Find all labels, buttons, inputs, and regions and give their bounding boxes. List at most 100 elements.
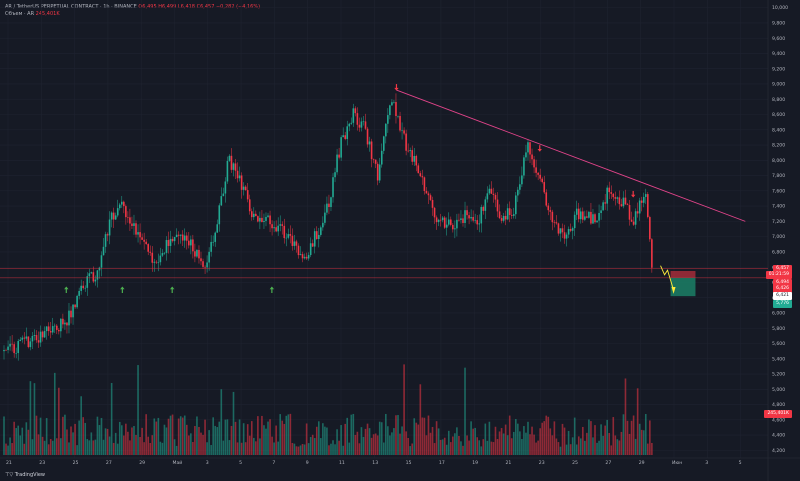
volume-bar bbox=[224, 419, 227, 455]
x-tick-label: 21 bbox=[506, 460, 512, 466]
candle-body bbox=[512, 214, 515, 216]
candle-body bbox=[559, 228, 562, 234]
volume-bar bbox=[157, 417, 160, 455]
volume-bar bbox=[131, 427, 133, 455]
ohlc-item: O6,495 bbox=[138, 4, 157, 10]
volume-bar bbox=[53, 372, 56, 455]
volume-bar bbox=[285, 415, 288, 455]
volume-bar bbox=[360, 427, 363, 455]
volume-bar bbox=[472, 428, 474, 455]
candle-body bbox=[555, 222, 558, 224]
candle-body bbox=[169, 238, 172, 246]
volume-bar bbox=[547, 416, 550, 455]
x-tick-label: 29 bbox=[639, 460, 645, 466]
volume-bar bbox=[118, 421, 121, 455]
tradingview-logo[interactable]: ⊤▽ TradingView bbox=[5, 472, 45, 478]
volume-bar bbox=[437, 428, 440, 455]
candle-body bbox=[27, 336, 30, 348]
candle-body bbox=[72, 304, 74, 318]
volume-bar bbox=[356, 431, 359, 455]
volume-bar bbox=[43, 440, 46, 455]
volume-bar bbox=[301, 443, 304, 455]
volume-bar bbox=[541, 422, 543, 455]
candle-body bbox=[590, 211, 592, 224]
candle-body bbox=[269, 215, 271, 225]
ohlc-item: −0,282 (−4,16%) bbox=[214, 4, 261, 10]
volume-bar bbox=[512, 431, 515, 455]
volume-bar bbox=[135, 434, 137, 455]
volume-bar bbox=[604, 425, 606, 455]
x-tick-label: 17 bbox=[439, 460, 445, 466]
candle-body bbox=[313, 231, 316, 247]
candle-body bbox=[147, 244, 149, 252]
volume-bar bbox=[49, 439, 52, 455]
volume-bar bbox=[15, 428, 17, 455]
volume-bar bbox=[324, 426, 326, 455]
symbol-row: AR / TetherUS PERPETUAL CONTRACT · 1h · … bbox=[5, 4, 260, 10]
volume-bar bbox=[102, 439, 105, 455]
x-tick-label: 13 bbox=[372, 460, 378, 466]
y-tick-label: 9,000 bbox=[772, 82, 785, 88]
volume-bar bbox=[3, 416, 5, 455]
volume-label[interactable]: Объем · AR bbox=[5, 11, 35, 17]
candle-body bbox=[127, 217, 129, 218]
candle-body bbox=[529, 142, 531, 155]
y-tick-label: 4,400 bbox=[772, 433, 785, 439]
volume-bar bbox=[220, 389, 223, 455]
volume-bar bbox=[488, 421, 491, 455]
x-tick-label: 19 bbox=[472, 460, 478, 466]
volume-bar bbox=[454, 433, 456, 455]
candle-body bbox=[309, 243, 312, 256]
candle-body bbox=[517, 189, 519, 196]
candle-body bbox=[283, 225, 286, 239]
volume-bar bbox=[632, 415, 635, 455]
volume-bar bbox=[317, 421, 320, 455]
candle-body bbox=[594, 214, 596, 223]
volume-bar bbox=[222, 440, 225, 455]
candle-body bbox=[208, 251, 210, 263]
volume-bar bbox=[206, 442, 208, 455]
candle-body bbox=[88, 273, 91, 277]
volume-bar bbox=[537, 440, 539, 455]
volume-bar bbox=[19, 435, 22, 455]
candle-body bbox=[204, 266, 206, 268]
candle-body bbox=[533, 159, 535, 168]
volume-bar bbox=[305, 423, 308, 455]
volume-bar bbox=[139, 437, 141, 455]
candle-body bbox=[92, 272, 95, 282]
volume-bar bbox=[88, 440, 91, 455]
candle-body bbox=[244, 186, 247, 191]
candle-body bbox=[612, 193, 615, 198]
volume-bar bbox=[569, 444, 572, 455]
candle-body bbox=[374, 159, 377, 164]
symbol-line[interactable]: AR / TetherUS PERPETUAL CONTRACT · 1h · … bbox=[5, 4, 137, 10]
candle-body bbox=[94, 279, 97, 282]
candle-body bbox=[502, 215, 505, 221]
volume-bar bbox=[143, 442, 145, 455]
candle-body bbox=[649, 217, 651, 240]
candle-body bbox=[137, 232, 139, 235]
candle-body bbox=[348, 123, 351, 127]
volume-bar bbox=[299, 445, 302, 455]
volume-bar bbox=[614, 435, 617, 455]
volume-bar bbox=[612, 417, 615, 455]
candle-body bbox=[376, 163, 379, 181]
candle-body bbox=[474, 220, 476, 221]
volume-bar bbox=[190, 433, 192, 455]
candle-body bbox=[11, 343, 13, 345]
volume-bar bbox=[387, 426, 389, 455]
candle-body bbox=[399, 115, 401, 131]
volume-bar bbox=[125, 423, 127, 455]
candle-body bbox=[216, 224, 219, 233]
volume-bar bbox=[441, 439, 444, 455]
x-tick-label: 5 bbox=[739, 460, 742, 466]
candle-body bbox=[358, 124, 361, 128]
volume-bar bbox=[358, 443, 361, 455]
ohlc-item: C6,457 bbox=[195, 4, 215, 10]
candle-body bbox=[602, 202, 604, 211]
y-tick-label: 8,600 bbox=[772, 112, 785, 118]
volume-bar bbox=[257, 416, 259, 455]
volume-bar bbox=[320, 438, 322, 455]
volume-bar bbox=[226, 419, 229, 455]
